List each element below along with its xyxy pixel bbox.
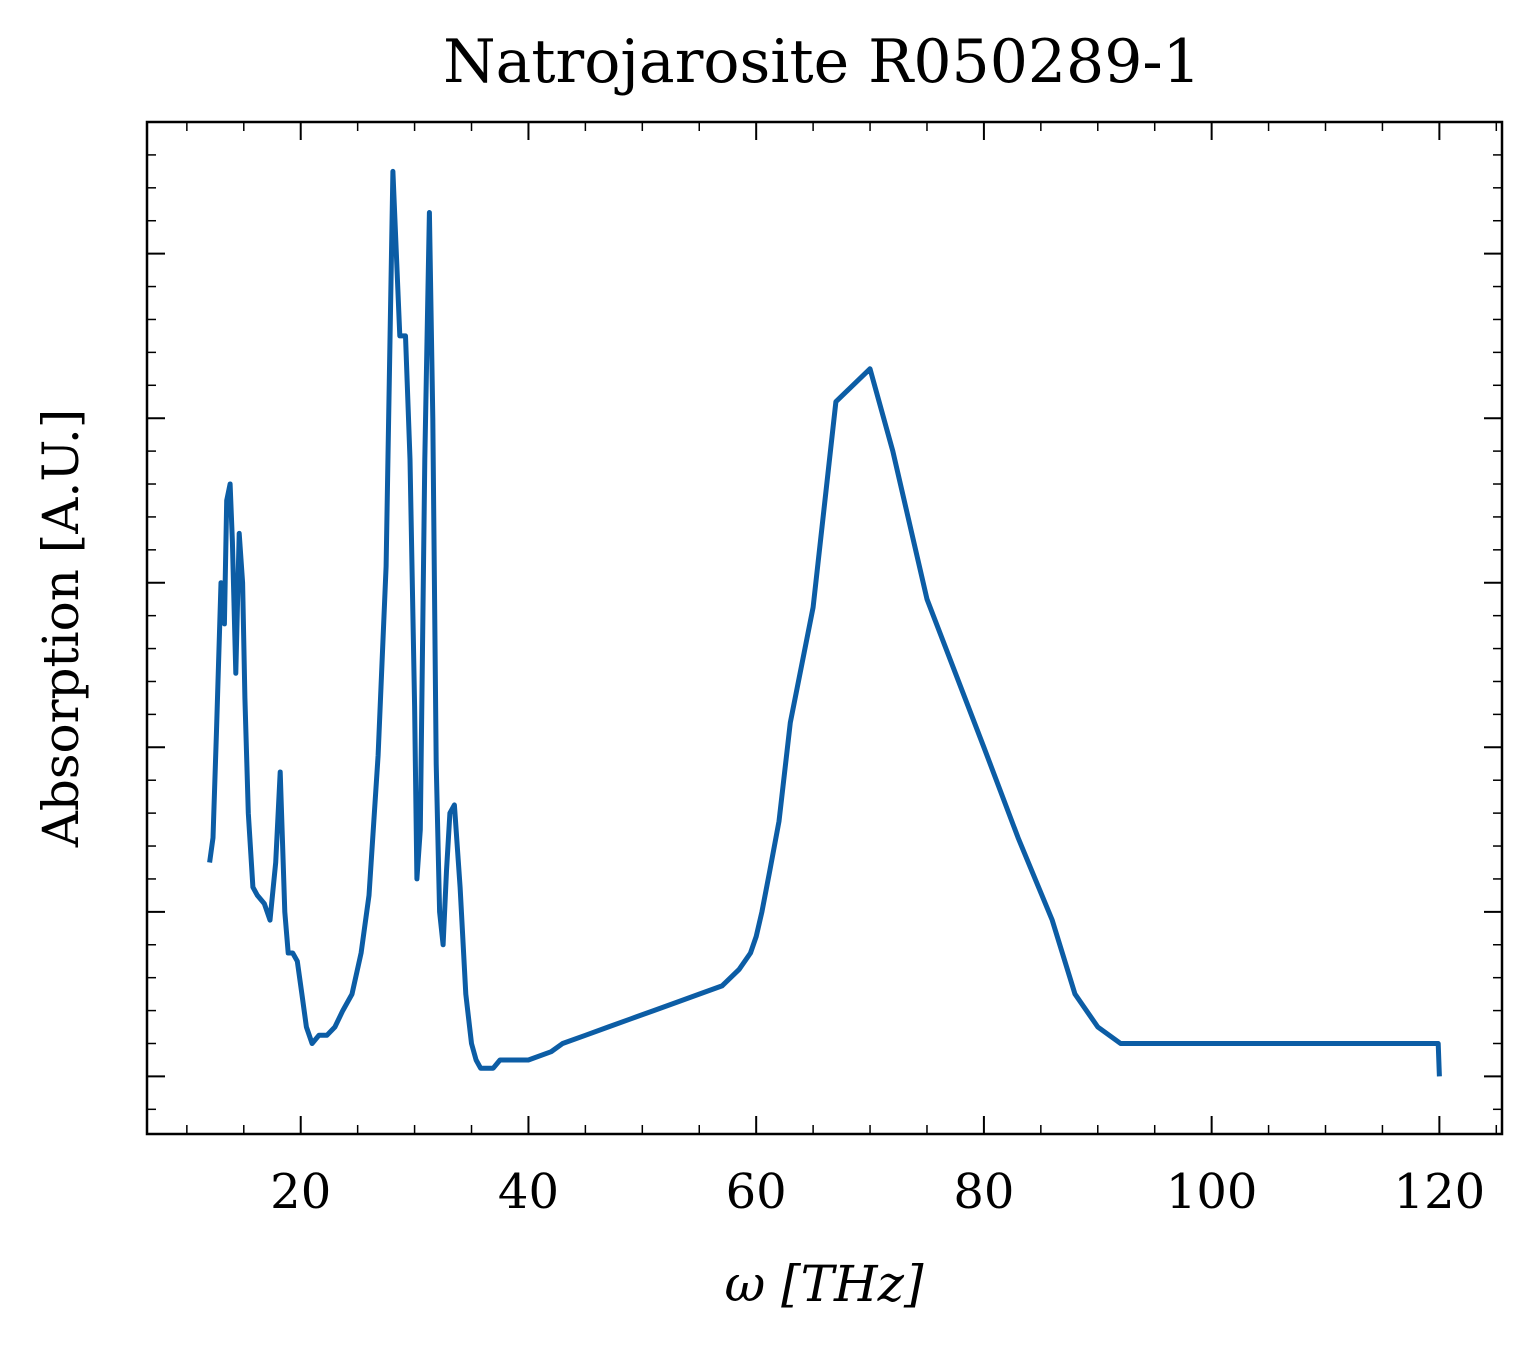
x-tick-label: 20 (270, 1164, 331, 1220)
x-tick-label: 120 (1394, 1164, 1486, 1220)
series-layer (207, 168, 1442, 1077)
x-tick-label: 100 (1166, 1164, 1258, 1220)
chart-title: Natrojarosite R050289-1 (443, 27, 1201, 97)
spectrum-line-series-0 (207, 168, 1442, 1077)
y-axis-label: Absorption [A.U.] (32, 409, 90, 849)
x-tick-label: 60 (726, 1164, 787, 1220)
plot-frame (145, 120, 1504, 1136)
x-axis-label: ω [THz] (725, 1255, 924, 1313)
tick-labels: 20 40 60 80 100 120 (270, 1164, 1485, 1220)
axis-ticks (147, 121, 1502, 1134)
x-tick-label: 80 (953, 1164, 1014, 1220)
x-tick-label: 40 (498, 1164, 559, 1220)
